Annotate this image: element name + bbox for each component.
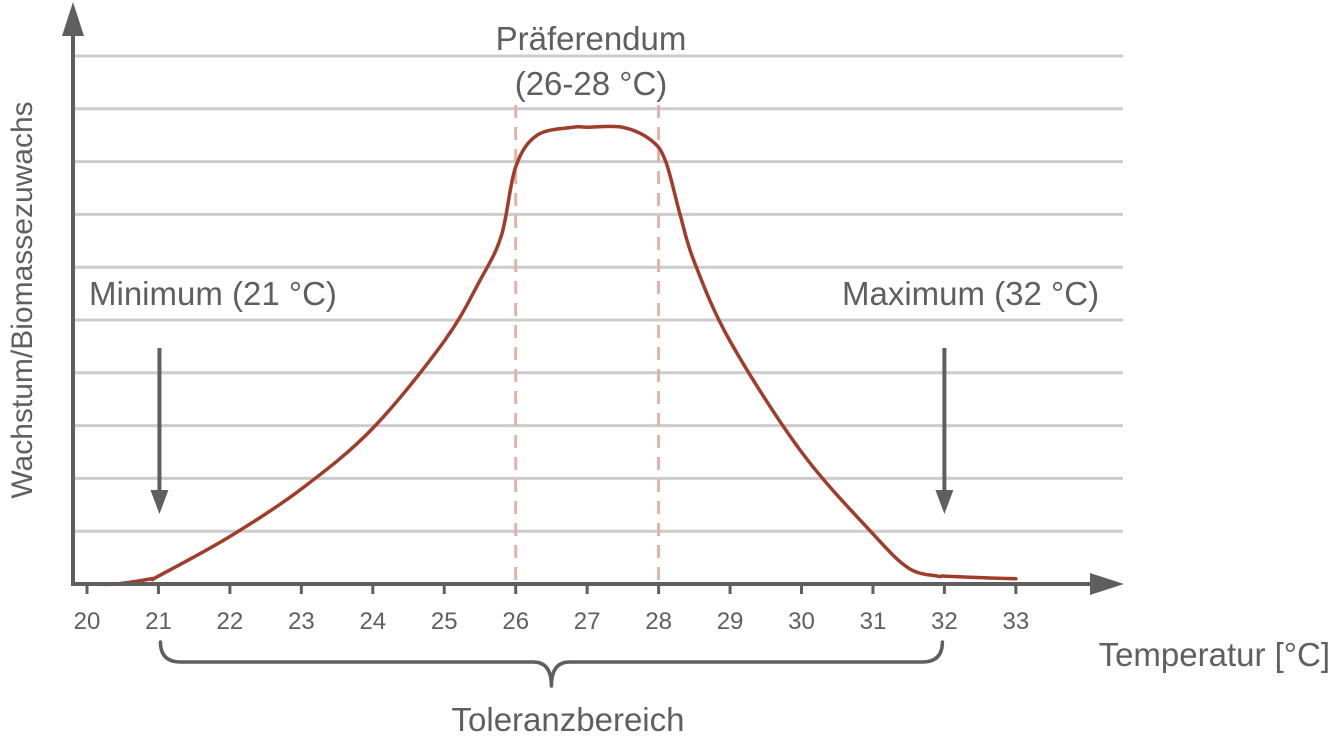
x-tick-label: 32 <box>931 608 958 635</box>
growth-curve <box>85 124 1018 587</box>
max-arrowhead <box>935 490 954 514</box>
preferendum-range-label: (26-28 °C) <box>515 65 668 102</box>
y-axis-label: Wachstum/Biomassezuwachs <box>6 101 39 498</box>
x-tick-label: 28 <box>645 608 672 635</box>
x-tick-label: 30 <box>788 608 815 635</box>
min-max-arrows <box>150 348 954 514</box>
x-tick-label: 22 <box>217 608 244 635</box>
x-tick-label: 33 <box>1002 608 1029 635</box>
x-tick-label: 29 <box>717 608 744 635</box>
curve-layer <box>85 124 1018 587</box>
y-axis-arrowhead <box>62 2 84 36</box>
x-tick-label: 27 <box>574 608 601 635</box>
max-label: Maximum (32 °C) <box>842 275 1099 312</box>
min-label: Minimum (21 °C) <box>89 275 337 312</box>
x-tick-label: 25 <box>431 608 458 635</box>
x-tick-label: 23 <box>288 608 315 635</box>
x-tick-label: 21 <box>145 608 172 635</box>
x-tick-label: 24 <box>359 608 386 635</box>
preferendum-label: Präferendum <box>496 20 687 57</box>
x-tick-labels: 20 21 22 23 24 25 26 27 28 29 30 31 32 33 <box>74 584 1029 635</box>
tolerance-brace <box>158 640 945 688</box>
x-axis-label: Temperatur [°C] <box>1099 636 1330 673</box>
min-arrowhead <box>150 490 169 514</box>
x-axis-arrowhead <box>1090 573 1124 595</box>
x-tick-label: 26 <box>502 608 529 635</box>
axes <box>62 2 1124 595</box>
x-tick-label: 20 <box>74 608 101 635</box>
preferendum-dashed-lines <box>514 105 661 580</box>
tolerance-label: Toleranzbereich <box>452 701 685 738</box>
grid-lines <box>75 54 1123 533</box>
x-tick-label: 31 <box>860 608 887 635</box>
tolerance-brace-path <box>158 640 945 688</box>
